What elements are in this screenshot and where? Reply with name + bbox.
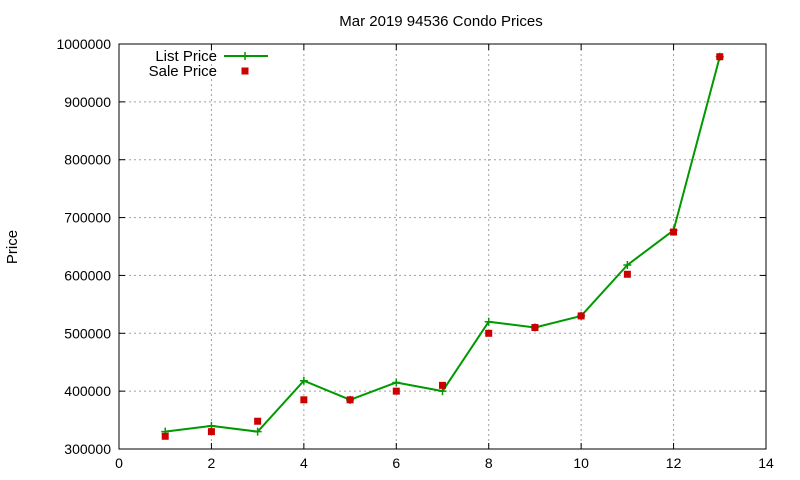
data-point-sale-price [439,381,446,389]
y-tick-label: 1000000 [56,36,111,52]
x-tick-label: 4 [300,455,308,471]
data-point-sale-price [392,387,400,395]
y-axis-label: Price [4,230,21,264]
chart-title: Mar 2019 94536 Condo Prices [339,13,542,30]
data-point-list-price [392,378,401,387]
data-point-sale-price [300,396,308,404]
data-point-sale-price [623,270,631,278]
x-tick-label: 6 [392,455,400,471]
data-point-sale-price [716,53,724,61]
data-point-sale-price [254,417,262,425]
y-tick-label: 400000 [64,383,111,399]
legend-marker-sale-price [241,67,249,75]
x-tick-label: 12 [666,455,682,471]
x-tick-label: 0 [115,455,123,471]
series-line-list-price [165,56,721,433]
y-tick-label: 500000 [64,325,111,341]
data-point-list-price [253,427,262,436]
data-point-sale-price [670,228,678,236]
data-point-list-price [484,317,493,326]
legend-label-sale-price: Sale Price [149,63,217,80]
data-point-sale-price [346,396,354,404]
legend-marker-list-price [241,52,249,60]
plot-frame [118,43,767,450]
data-point-list-price [623,261,632,270]
data-point-list-price [299,376,308,385]
data-point-sale-price [577,312,585,320]
series-layer [161,52,724,440]
x-tick-label: 8 [485,455,493,471]
x-tick-label: 10 [573,455,589,471]
x-tick-label: 2 [208,455,216,471]
data-point-sale-price [485,329,493,337]
axis-ticks: 0 2 4 6 8 10 12 14 300000 400000 500000 600000 70000… [56,36,774,471]
y-tick-label: 900000 [64,94,111,110]
legend: List Price Sale Price [149,48,268,80]
y-tick-label: 600000 [64,267,111,283]
y-tick-label: 700000 [64,210,111,226]
data-point-sale-price [207,428,215,436]
y-tick-label: 300000 [64,441,111,457]
data-point-sale-price [531,324,539,331]
x-tick-label: 14 [758,455,774,471]
legend-label-list-price: List Price [155,48,217,65]
y-tick-label: 800000 [64,152,111,168]
data-point-sale-price [161,432,169,440]
